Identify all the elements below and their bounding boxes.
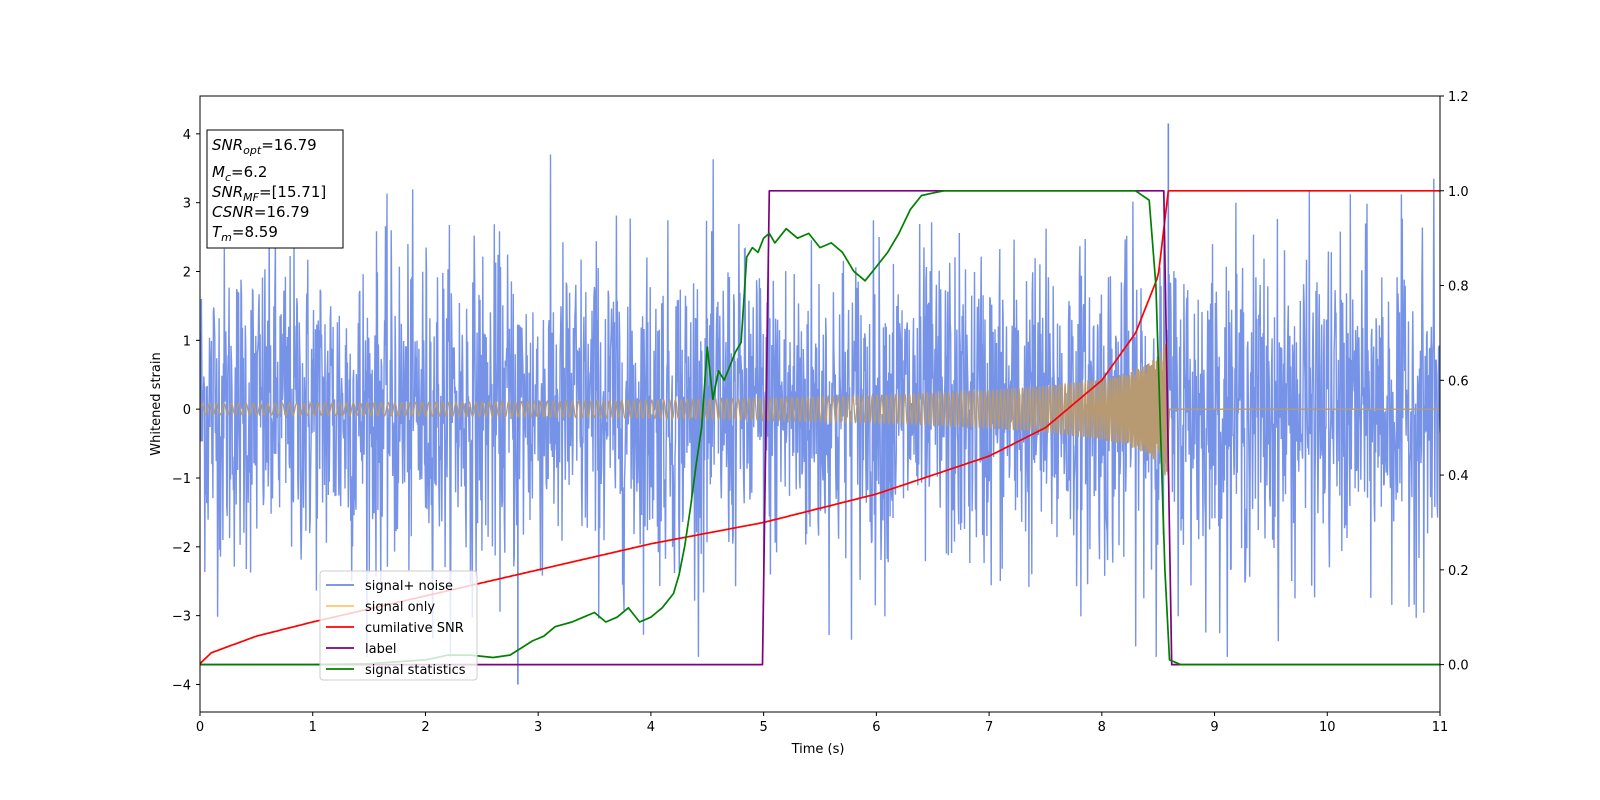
y-axis-right: 0.0 0.2 0.4 0.6 0.8 1.0 1.2 [1440,90,1469,674]
x-tick-label: 4 [647,720,655,735]
x-axis-label: Time (s) [791,742,845,757]
y2-tick-label: 0.8 [1448,280,1469,295]
x-tick-label: 9 [1210,720,1218,735]
y-tick-label: −1 [172,472,191,487]
series-signal-statistics [200,189,1440,666]
x-tick-label: 8 [1098,720,1106,735]
x-tick-label: 10 [1319,720,1336,735]
y-tick-label: 4 [183,128,191,143]
y2-tick-label: 0.0 [1448,659,1469,674]
info-box: SNRopt=16.79 Mc=6.2SNRMF=[15.71]CSNR=16.7… [206,129,344,249]
y-tick-label: −4 [172,678,191,693]
x-tick-label: 2 [421,720,429,735]
y-axis-label: Whitened strain [149,352,164,455]
x-axis: 0 1 2 3 4 5 6 7 8 9 10 11 [196,712,1448,735]
y-tick-label: 0 [183,403,191,418]
legend-label: label [365,642,396,657]
y-tick-label: −2 [172,541,191,556]
y-tick-label: 2 [183,266,191,281]
x-tick-label: 6 [872,720,880,735]
y2-tick-label: 0.2 [1448,564,1469,579]
legend-frame [319,570,478,681]
series-signal-only [200,342,1440,476]
y-tick-label: 3 [183,197,191,212]
y-tick-label: −3 [172,610,191,625]
y-axis-left: −4 −3 −2 −1 0 1 2 3 4 [172,128,200,693]
legend: signal+ noise signal only cumilative SNR la… [319,570,478,681]
y2-tick-label: 0.6 [1448,374,1469,389]
legend-label: cumilative SNR [365,621,464,636]
info-box-line: CSNR=16.79 [212,203,309,221]
y2-tick-label: 1.0 [1448,185,1469,200]
x-tick-label: 7 [985,720,993,735]
x-tick-label: 3 [534,720,542,735]
info-box-line: SNRopt=16.79 [212,136,317,157]
plot-frame [199,95,1441,713]
y2-tick-label: 0.4 [1448,469,1469,484]
info-box-frame [206,129,344,249]
info-box-line: SNRMF=[15.71] [212,183,326,204]
y2-tick-label: 1.2 [1448,90,1469,105]
x-tick-label: 1 [309,720,317,735]
x-tick-label: 11 [1432,720,1449,735]
info-box-line: Mc=6.2 [212,163,267,184]
legend-label: signal statistics [365,663,466,678]
legend-label: signal only [365,600,435,615]
y-tick-label: 1 [183,334,191,349]
x-tick-label: 0 [196,720,204,735]
x-tick-label: 5 [759,720,767,735]
legend-label: signal+ noise [365,579,453,594]
info-box-line: Tm=8.59 [212,223,278,244]
